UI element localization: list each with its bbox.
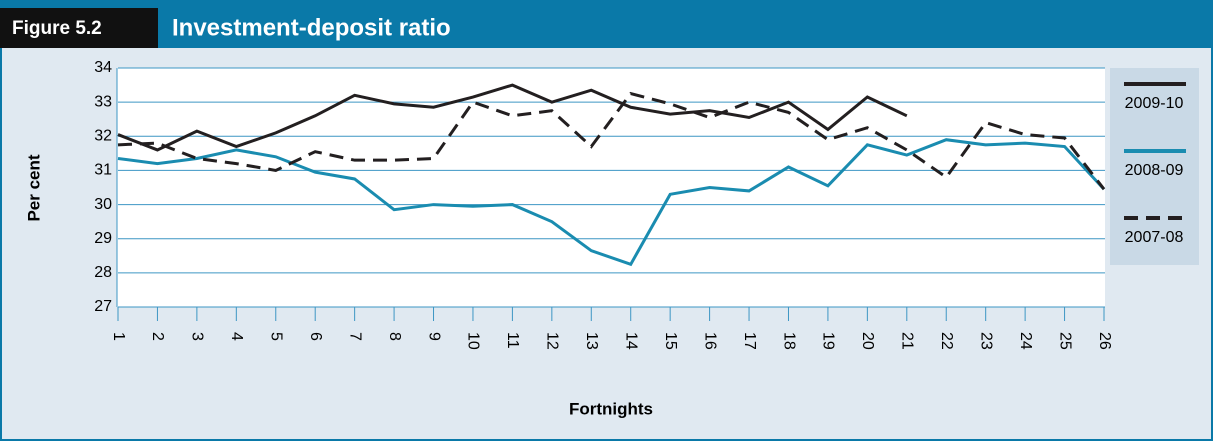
x-tick-label: 17: [741, 332, 758, 350]
legend-label: 2007-08: [1125, 229, 1184, 246]
x-tick-label: 25: [1056, 332, 1073, 350]
x-tick-label: 9: [425, 332, 442, 341]
x-tick-label: 6: [307, 332, 324, 341]
y-tick-label: 31: [94, 162, 112, 179]
y-axis-title: Per cent: [24, 154, 43, 221]
x-tick-label: 4: [228, 332, 245, 341]
x-tick-label: 24: [1017, 332, 1034, 350]
x-tick-label: 20: [859, 332, 876, 350]
x-tick-label: 3: [189, 332, 206, 341]
plot-area: [117, 68, 1105, 307]
series-line: [117, 83, 908, 152]
x-tick-label: 5: [268, 332, 285, 341]
legend-label: 2009-10: [1125, 95, 1184, 112]
chart-title: Investment-deposit ratio: [172, 14, 451, 41]
y-tick-label: 34: [94, 59, 112, 76]
x-tick-label: 26: [1096, 332, 1113, 350]
x-tick-label: 18: [780, 332, 797, 350]
figure-label: Figure 5.2: [12, 18, 102, 39]
y-tick-label: 29: [94, 230, 112, 247]
x-tick-label: 11: [504, 332, 521, 349]
legend-box: [1110, 68, 1199, 265]
figure-tab: [0, 8, 158, 48]
x-tick-label: 1: [110, 332, 127, 341]
y-tick-label: 33: [94, 93, 112, 110]
legend-label: 2008-09: [1125, 162, 1184, 179]
x-tick-label: 23: [977, 332, 994, 350]
x-axis-title: Fortnights: [569, 399, 653, 418]
x-tick-label: 2: [149, 332, 166, 341]
x-tick-label: 16: [701, 332, 718, 350]
x-tick-label: 13: [583, 332, 600, 350]
header-band: [0, 0, 1213, 48]
y-tick-label: 27: [94, 298, 112, 315]
y-tick-label: 28: [94, 264, 112, 281]
x-tick-label: 21: [899, 332, 916, 350]
x-tick-label: 14: [622, 332, 639, 350]
x-tick-label: 15: [662, 332, 679, 350]
x-tick-label: 8: [386, 332, 403, 341]
y-tick-label: 32: [94, 128, 112, 145]
x-tick-label: 19: [820, 332, 837, 350]
x-tick-label: 7: [346, 332, 363, 341]
x-tick-label: 10: [465, 332, 482, 350]
x-tick-label: 12: [544, 332, 561, 350]
series-line: [117, 138, 1106, 267]
series-line: [117, 91, 1106, 191]
x-tick-label: 22: [938, 332, 955, 350]
y-tick-label: 30: [94, 196, 112, 213]
